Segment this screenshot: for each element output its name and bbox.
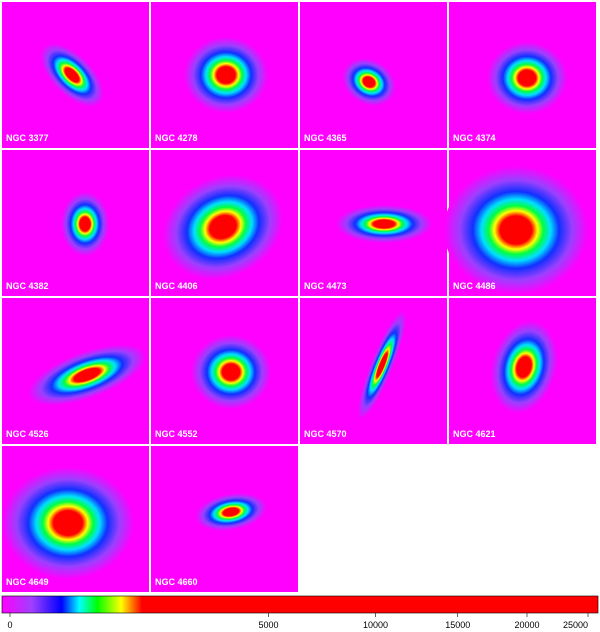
galaxy: [184, 37, 268, 113]
tick-label: 25000: [563, 620, 588, 630]
galaxy: [490, 320, 558, 414]
panel-label: NGC 4660: [155, 577, 198, 587]
panel-label: NGC 4278: [155, 133, 198, 143]
galaxy: [2, 467, 134, 579]
galaxy: [487, 42, 567, 114]
panel-label: NGC 4621: [453, 429, 496, 439]
panel-label: NGC 4365: [304, 133, 347, 143]
panel-label: NGC 4486: [453, 281, 496, 291]
galaxy: [40, 43, 104, 107]
galaxy: [342, 58, 396, 106]
tick-label: 20000: [514, 620, 539, 630]
colorbar: [1, 595, 599, 614]
panel-label: NGC 4406: [155, 281, 198, 291]
panel-label: NGC 4374: [453, 133, 496, 143]
panel-label: NGC 4649: [6, 577, 49, 587]
galaxy: [191, 335, 271, 409]
galaxy: [162, 174, 284, 280]
galaxy: [195, 493, 267, 531]
panel-label: NGC 4570: [304, 429, 347, 439]
tick-label: 0: [7, 620, 12, 630]
panel-label: NGC 4382: [6, 281, 49, 291]
tick-label: 5000: [258, 620, 278, 630]
tick-label: 10000: [363, 620, 388, 630]
galaxy: [444, 166, 588, 294]
galaxy: [357, 311, 407, 419]
panel-label: NGC 4526: [6, 429, 49, 439]
tick-label: 15000: [445, 620, 470, 630]
galaxy: [28, 344, 146, 406]
panel-label: NGC 3377: [6, 133, 49, 143]
galaxy: [336, 205, 432, 243]
panel-label: NGC 4552: [155, 429, 198, 439]
panel-label: NGC 4473: [304, 281, 347, 291]
galaxy: [61, 192, 109, 256]
